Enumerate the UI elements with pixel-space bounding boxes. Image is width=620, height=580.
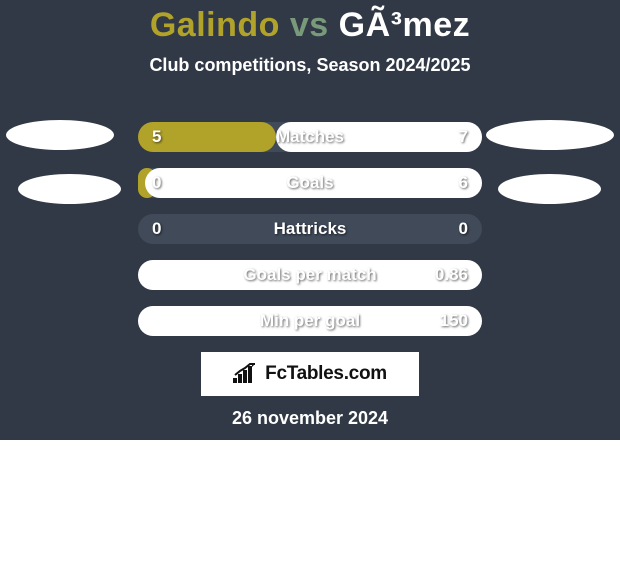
stat-bar-value-player2: 7 bbox=[459, 122, 468, 152]
stat-bar-value-player1: 5 bbox=[152, 122, 161, 152]
stat-bar-label: Min per goal bbox=[260, 306, 360, 336]
comparison-subtitle: Club competitions, Season 2024/2025 bbox=[0, 55, 620, 76]
shadow-ellipse bbox=[486, 120, 614, 150]
stat-bar-label: Goals bbox=[286, 168, 333, 198]
shadow-ellipse bbox=[498, 174, 601, 204]
stat-bar-row: Hattricks 0 0 bbox=[138, 214, 482, 244]
shadow-ellipse bbox=[6, 120, 114, 150]
stat-bar-value-player1: 0 bbox=[152, 214, 161, 244]
stat-bar-value-player1: 0 bbox=[152, 168, 161, 198]
stat-bar-row: Goals 0 6 bbox=[138, 168, 482, 198]
stat-bars-container: Matches 5 7 Goals 0 6 Hattricks 0 0 Goals per mat… bbox=[138, 122, 482, 352]
shadow-ellipse bbox=[18, 174, 121, 204]
stat-bar-value-player2: 6 bbox=[459, 168, 468, 198]
brand-text: FcTables.com bbox=[265, 363, 387, 385]
comparison-title: Galindo vs GÃ³mez bbox=[0, 0, 620, 45]
stat-bar-value-player2: 0.86 bbox=[435, 260, 468, 290]
player2-name: GÃ³mez bbox=[339, 6, 470, 44]
footer-date: 26 november 2024 bbox=[0, 408, 620, 429]
player1-name: Galindo bbox=[150, 6, 280, 44]
stat-bar-value-player2: 150 bbox=[440, 306, 468, 336]
stat-bar-label: Goals per match bbox=[243, 260, 376, 290]
stat-bar-value-player2: 0 bbox=[459, 214, 468, 244]
stat-bar-label: Hattricks bbox=[274, 214, 347, 244]
comparison-card: Galindo vs GÃ³mez Club competitions, Sea… bbox=[0, 0, 620, 440]
stat-bar-label: Matches bbox=[276, 122, 344, 152]
chart-icon bbox=[233, 363, 259, 385]
vs-separator: vs bbox=[290, 6, 329, 44]
branding-box: FcTables.com bbox=[201, 352, 419, 396]
stat-bar-row: Min per goal 150 bbox=[138, 306, 482, 336]
stat-bar-row: Goals per match 0.86 bbox=[138, 260, 482, 290]
stat-bar-row: Matches 5 7 bbox=[138, 122, 482, 152]
